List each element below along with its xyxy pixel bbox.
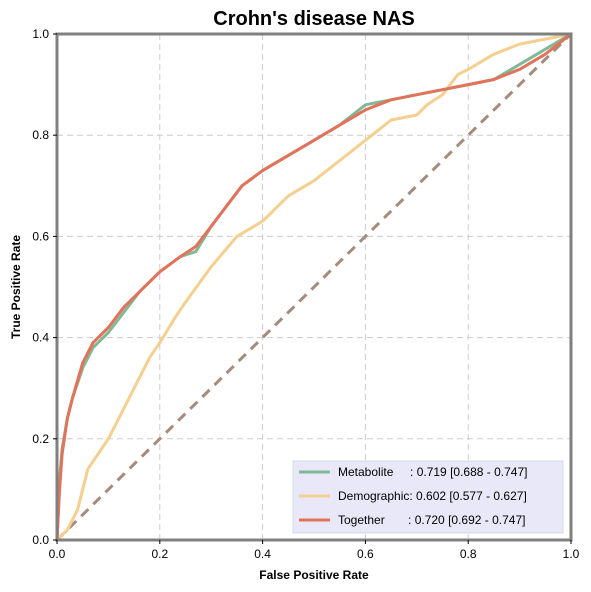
- plot-frame: [55, 32, 573, 542]
- x-tick-label: 0.0: [49, 547, 66, 561]
- y-tick-label: 0.2: [32, 432, 49, 446]
- grid: [57, 34, 571, 540]
- legend-label-together: Together : 0.720 [0.692 - 0.747]: [338, 513, 525, 527]
- legend: Metabolite : 0.719 [0.688 - 0.747] Demogr…: [292, 460, 564, 534]
- series-line-together: [55, 32, 573, 542]
- y-tick-label: 0.6: [32, 229, 49, 243]
- chart-title: Crohn's disease NAS: [213, 8, 414, 30]
- chance-line: [55, 32, 573, 542]
- y-tick-label: 0.8: [32, 128, 49, 142]
- series-group: [55, 32, 573, 542]
- x-tick-label: 0.8: [460, 547, 477, 561]
- y-tick-label: 0.0: [32, 533, 49, 547]
- series-line-demographic: [55, 32, 573, 542]
- y-axis-label: True Positive Rate: [9, 235, 23, 339]
- y-tick-label: 0.4: [32, 331, 49, 345]
- x-tick-label: 0.6: [357, 547, 374, 561]
- legend-label-metabolite: Metabolite : 0.719 [0.688 - 0.747]: [338, 465, 527, 479]
- y-tick-label: 1.0: [32, 27, 49, 41]
- legend-box: [292, 460, 564, 534]
- x-axis-label: False Positive Rate: [259, 568, 369, 582]
- x-tick-label: 0.4: [254, 547, 271, 561]
- x-tick-label: 1.0: [563, 547, 580, 561]
- chance-line-group: [55, 32, 573, 542]
- x-tick-label: 0.2: [151, 547, 168, 561]
- ticks: 0.0 0.2 0.4 0.6 0.8 1.0 0.0 0.2 0.4 0.6 0.8 1.0: [32, 27, 579, 561]
- legend-label-demographic: Demographic: 0.602 [0.577 - 0.627]: [338, 489, 527, 503]
